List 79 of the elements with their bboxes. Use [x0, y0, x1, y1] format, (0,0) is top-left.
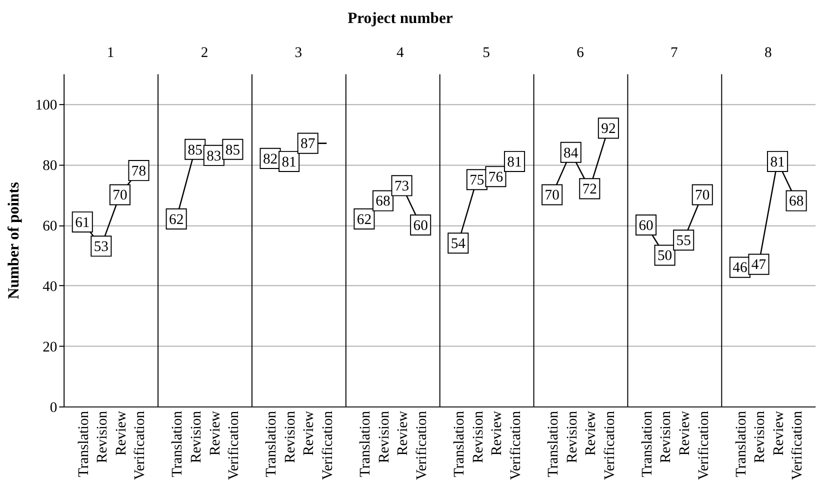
data-label: 68: [788, 194, 804, 210]
x-tick-label: Verification: [602, 410, 618, 480]
x-tick-label: Verification: [226, 410, 242, 480]
y-tick-label: 60: [42, 218, 58, 234]
x-tick-label: Translation: [733, 410, 750, 478]
chart-title: 6: [576, 45, 584, 62]
data-label: 46: [732, 260, 748, 276]
x-tick-label: Translation: [358, 410, 374, 478]
data-label: 87: [300, 136, 316, 152]
chart-title: 3: [294, 45, 302, 62]
data-label: 61: [75, 214, 90, 231]
x-tick-label: Verification: [696, 410, 712, 480]
data-label: 62: [356, 212, 372, 228]
data-label: 76: [488, 169, 504, 186]
chart-title: 4: [396, 45, 405, 62]
x-tick-label: Review: [583, 410, 600, 456]
x-tick-label: Translation: [545, 410, 562, 478]
x-tick-label: Review: [676, 410, 693, 456]
x-tick-label: Revision: [564, 410, 580, 463]
x-tick-label: Review: [301, 410, 318, 456]
data-label: 92: [601, 121, 616, 138]
data-label: 81: [282, 154, 296, 170]
y-axis-title: Number of points: [6, 182, 23, 300]
data-label: 81: [770, 154, 785, 170]
chart-title: 1: [106, 45, 114, 62]
x-tick-label: Translation: [76, 410, 92, 478]
data-label: 82: [262, 151, 278, 168]
x-tick-label: Revision: [470, 410, 486, 463]
x-tick-label: Review: [395, 410, 412, 456]
x-tick-label: Review: [113, 410, 130, 456]
data-label: 55: [676, 233, 691, 249]
x-tick-label: Review: [207, 410, 224, 456]
x-tick-label: Translation: [170, 410, 186, 478]
data-label: 54: [450, 236, 466, 252]
x-tick-label: Revision: [752, 410, 768, 463]
data-label: 70: [544, 188, 560, 204]
chart-title: 5: [482, 45, 490, 62]
data-label: 85: [188, 142, 202, 158]
y-tick-label: 40: [42, 278, 58, 295]
x-tick-label: Revision: [94, 410, 111, 463]
data-label: 72: [582, 182, 597, 198]
x-tick-label: Revision: [282, 410, 298, 463]
data-label: 68: [376, 194, 390, 210]
x-tick-label: Verification: [414, 410, 430, 480]
data-label: 83: [206, 148, 222, 164]
data-label: 73: [394, 178, 410, 195]
y-tick-label: 80: [42, 158, 58, 174]
data-label: 62: [169, 212, 184, 228]
x-axis-title: Project number: [348, 10, 453, 27]
x-tick-label: Review: [770, 410, 787, 456]
data-label: 60: [638, 218, 654, 234]
y-tick-label: 20: [42, 339, 58, 356]
data-label: 50: [657, 248, 672, 264]
y-tick-label: 100: [35, 97, 58, 114]
data-label: 75: [470, 172, 484, 189]
data-label: 70: [112, 188, 128, 204]
x-tick-label: Verification: [132, 410, 148, 480]
x-tick-label: Translation: [452, 410, 468, 478]
data-label: 84: [564, 145, 579, 162]
chart-title: 2: [200, 45, 208, 62]
data-label: 78: [131, 163, 146, 180]
data-label: 70: [695, 188, 710, 204]
chart-title: 8: [764, 45, 772, 62]
chart-title: 7: [670, 45, 678, 62]
x-tick-label: Revision: [376, 410, 392, 463]
data-label: 85: [225, 142, 240, 158]
x-tick-label: Revision: [188, 410, 204, 463]
data-label: 60: [413, 218, 428, 234]
x-tick-label: Revision: [658, 410, 674, 463]
x-tick-label: Translation: [639, 410, 656, 478]
x-tick-label: Verification: [790, 410, 806, 480]
x-tick-label: Verification: [320, 410, 336, 480]
data-label: 81: [507, 154, 522, 170]
x-tick-label: Translation: [264, 410, 280, 478]
data-label: 53: [94, 239, 109, 256]
x-tick-label: Review: [489, 410, 506, 456]
x-tick-label: Verification: [508, 410, 524, 480]
data-label: 47: [751, 257, 766, 274]
y-tick-label: 0: [50, 400, 58, 416]
